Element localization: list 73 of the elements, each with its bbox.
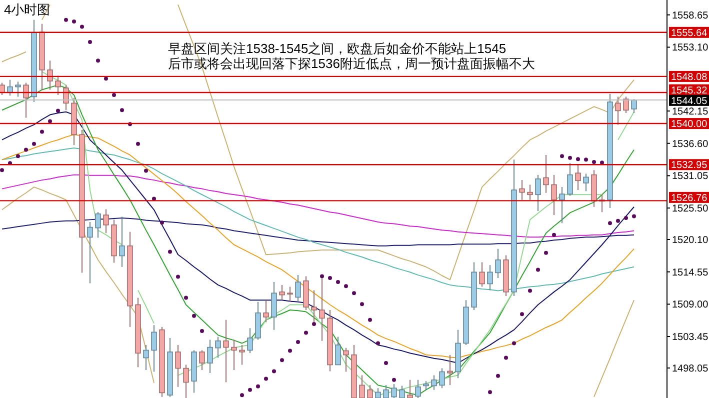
line-series xyxy=(2,148,634,292)
candlestick xyxy=(183,364,189,398)
candlestick xyxy=(143,344,149,371)
candlestick xyxy=(367,384,373,398)
candlestick xyxy=(375,388,381,398)
ref-line-label: 1544.05 xyxy=(671,96,708,107)
candlestick xyxy=(567,162,573,196)
y-tick-label: 1520.10 xyxy=(672,235,709,246)
candlestick xyxy=(439,368,445,389)
candlestick xyxy=(431,374,437,390)
candlestick xyxy=(55,75,61,96)
candlestick xyxy=(207,339,213,374)
candlestick xyxy=(0,82,5,96)
candlestick xyxy=(535,174,541,212)
candlestick xyxy=(527,184,533,200)
candlestick xyxy=(199,350,205,371)
ref-line-label: 1526.76 xyxy=(671,192,708,204)
y-tick-label: 1531.05 xyxy=(672,171,709,182)
candlestick xyxy=(495,248,501,278)
y-tick-label: 1514.55 xyxy=(672,267,709,278)
candlestick xyxy=(23,82,29,118)
y-tick-label: 1553.10 xyxy=(672,42,709,54)
y-tick-label: 1558.65 xyxy=(672,10,709,22)
candlestick xyxy=(391,384,397,398)
y-tick-label: 1536.60 xyxy=(672,138,709,150)
candlestick xyxy=(95,212,101,238)
candlestick xyxy=(487,264,493,291)
candlestick xyxy=(447,354,453,386)
candlestick xyxy=(615,96,621,126)
candlestick xyxy=(47,60,53,90)
candlestick xyxy=(103,208,109,234)
candlestick xyxy=(87,222,93,284)
candlestick xyxy=(231,339,237,371)
y-tick-label: 1542.15 xyxy=(672,106,709,118)
candlestick xyxy=(359,374,365,398)
candlestick xyxy=(239,344,245,366)
candlestick xyxy=(559,186,565,224)
candlestick xyxy=(295,274,301,302)
y-tick-label: 1503.45 xyxy=(672,332,709,344)
line-series xyxy=(2,174,634,238)
ref-line-label: 1548.08 xyxy=(671,72,708,83)
candlestick xyxy=(631,98,637,114)
candlestick xyxy=(383,384,389,398)
candlestick xyxy=(551,174,557,216)
candlestick xyxy=(287,286,293,302)
ref-line-label: 1545.32 xyxy=(671,85,708,96)
candlestick xyxy=(215,336,221,358)
candlestick xyxy=(119,216,125,268)
candlestick xyxy=(479,262,485,288)
candlestick xyxy=(247,328,253,354)
candlestick xyxy=(623,96,629,114)
candlestick xyxy=(151,324,157,372)
candlestick xyxy=(583,173,589,192)
candlestick xyxy=(343,347,349,372)
candlestick xyxy=(279,284,285,301)
candlestick xyxy=(263,300,269,323)
y-tick-label: 1525.50 xyxy=(672,204,709,215)
candlestick xyxy=(399,385,405,398)
y-tick-label: 1509.00 xyxy=(672,300,709,311)
candlestick xyxy=(407,379,413,398)
candlestick xyxy=(271,282,277,330)
candlestick xyxy=(335,336,341,366)
y-tick-label: 1498.05 xyxy=(672,363,709,374)
candlestick xyxy=(15,81,21,98)
candlestick xyxy=(175,344,181,388)
candlestick xyxy=(575,164,581,190)
ref-line-label: 1540.00 xyxy=(671,119,708,130)
ref-line-label: 1532.95 xyxy=(671,160,708,172)
candlestick xyxy=(543,154,549,194)
candlestick xyxy=(519,180,525,200)
candlestick xyxy=(415,379,421,398)
candlestick xyxy=(223,319,229,383)
ref-line-label: 1555.64 xyxy=(671,28,708,39)
